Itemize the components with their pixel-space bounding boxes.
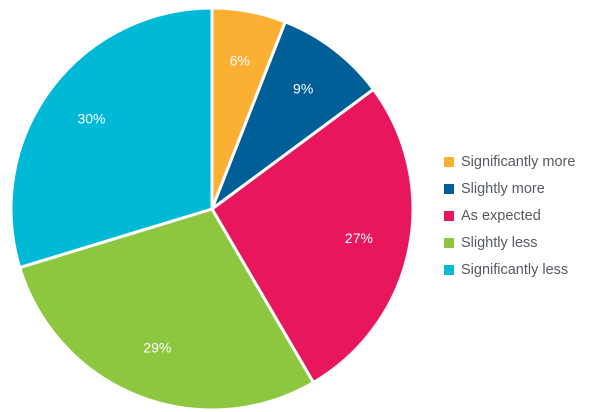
legend-swatch [444, 183, 454, 194]
pie-data-labels: 6% 9% 27% 29% 30% [77, 52, 373, 355]
pie-data-label-4: 30% [77, 110, 105, 126]
pie-data-label-3: 29% [143, 339, 171, 355]
legend-swatch [444, 237, 454, 248]
legend-label: Significantly less [461, 261, 569, 278]
pie-slices [9, 6, 415, 412]
legend-item-2: As expected [444, 202, 575, 229]
legend-swatch [444, 156, 454, 167]
legend-swatch [444, 264, 454, 275]
legend-swatch [444, 210, 454, 221]
legend-label: Significantly more [461, 153, 576, 170]
pie-data-label-1: 9% [293, 81, 313, 97]
legend-item-4: Significantly less [444, 256, 575, 283]
legend-label: Slightly more [461, 180, 545, 197]
pie-data-label-2: 27% [345, 230, 373, 246]
legend-label: Slightly less [461, 234, 538, 251]
pie-data-label-0: 6% [230, 52, 250, 68]
pie-slice-1 [210, 20, 376, 211]
pie-slice-3 [18, 207, 315, 412]
chart-legend: Significantly more Slightly more As expect… [444, 148, 575, 283]
pie-slice-4 [9, 6, 214, 270]
legend-item-1: Slightly more [444, 175, 575, 202]
legend-label: As expected [461, 207, 541, 224]
pie-slice-2 [210, 87, 415, 385]
legend-item-0: Significantly more [444, 148, 575, 175]
legend-item-3: Slightly less [444, 229, 575, 256]
